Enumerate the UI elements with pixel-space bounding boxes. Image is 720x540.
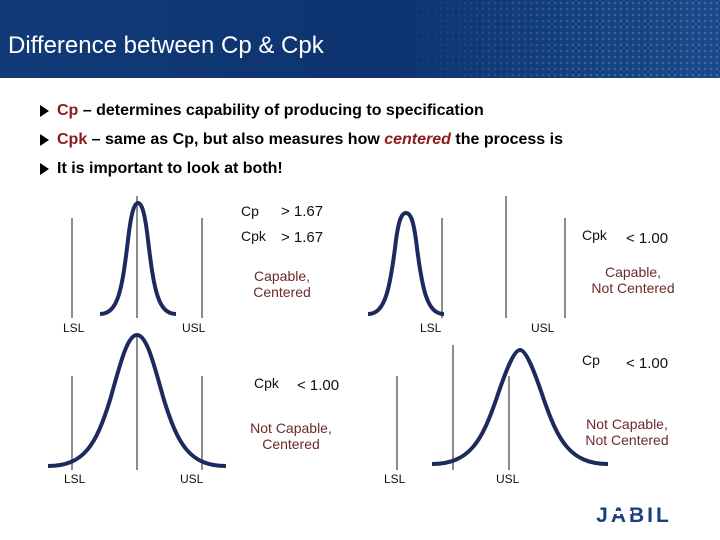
status-capable-not-centered: Capable, Not Centered: [580, 264, 686, 296]
bullet-cpk: Cpk – same as Cp, but also measures how …: [40, 125, 563, 154]
usl-label: USL: [182, 321, 206, 335]
lsl-label: LSL: [420, 321, 442, 335]
distribution-curve: [99, 200, 177, 316]
lsl-label: LSL: [63, 321, 85, 335]
logo-text: JABIL: [596, 504, 672, 525]
cp-label: Cp: [582, 352, 600, 368]
bullet-list: Cp – determines capability of producing …: [40, 96, 563, 183]
arrow-bullet-icon: [40, 162, 49, 175]
title-bar-pattern: [390, 0, 720, 78]
bullet-cp: Cp – determines capability of producing …: [40, 96, 563, 125]
bullet-text: It is important to look at both!: [57, 159, 283, 177]
panel-capable-centered: [71, 196, 203, 318]
cpk-label: Cpk: [582, 227, 607, 243]
cp-value: < 1.00: [626, 355, 669, 372]
usl-label: USL: [531, 321, 555, 335]
cpk-label: Cpk: [254, 375, 279, 391]
bullet-text: the process is: [450, 130, 563, 148]
status-not-capable-not-centered: Not Capable, Not Centered: [573, 416, 681, 448]
slide-title: Difference between Cp & Cpk: [8, 32, 324, 59]
status-line: Centered: [253, 284, 311, 300]
lsl-label: LSL: [384, 472, 406, 486]
distribution-curve: [47, 332, 227, 468]
status-line: Not Centered: [585, 432, 669, 448]
bullet-look-at-both: It is important to look at both!: [40, 154, 563, 183]
bullet-text: – same as Cp, but also measures how: [87, 130, 385, 148]
bullet-keyword: Cp: [57, 101, 79, 119]
title-bar: Difference between Cp & Cpk: [0, 0, 720, 78]
cp-value: > 1.67: [281, 203, 324, 220]
distribution-curve: [367, 210, 445, 316]
cpk-value: < 1.00: [297, 377, 340, 394]
arrow-bullet-icon: [40, 104, 49, 117]
cpk-value: < 1.00: [626, 230, 669, 247]
bullet-text: – determines capability of producing to …: [78, 101, 484, 119]
status-line: Centered: [262, 436, 320, 452]
panel-capable-not-centered: [367, 196, 566, 318]
usl-label: USL: [496, 472, 520, 486]
status-not-capable-centered: Not Capable, Centered: [238, 420, 344, 452]
cp-label: Cp: [241, 203, 259, 219]
panel-not-capable-not-centered: [396, 345, 609, 470]
cpk-value: > 1.67: [281, 229, 324, 246]
arrow-bullet-icon: [40, 133, 49, 146]
status-line: Not Capable,: [250, 420, 332, 436]
lsl-label: LSL: [64, 472, 86, 486]
status-line: Not Capable,: [586, 416, 668, 432]
logo-swoosh: [612, 511, 632, 514]
status-line: Capable,: [604, 264, 662, 280]
status-line: Not Centered: [591, 280, 675, 296]
usl-label: USL: [180, 472, 204, 486]
cpk-label: Cpk: [241, 228, 266, 244]
bullet-keyword: Cpk: [57, 130, 88, 148]
panel-not-capable-centered: [47, 332, 227, 470]
jabil-logo: JABIL: [596, 504, 672, 525]
status-capable-centered: Capable, Centered: [236, 268, 328, 300]
status-line: Capable,: [253, 268, 311, 284]
distribution-curve: [431, 347, 609, 466]
bullet-emphasis: centered: [384, 130, 451, 148]
